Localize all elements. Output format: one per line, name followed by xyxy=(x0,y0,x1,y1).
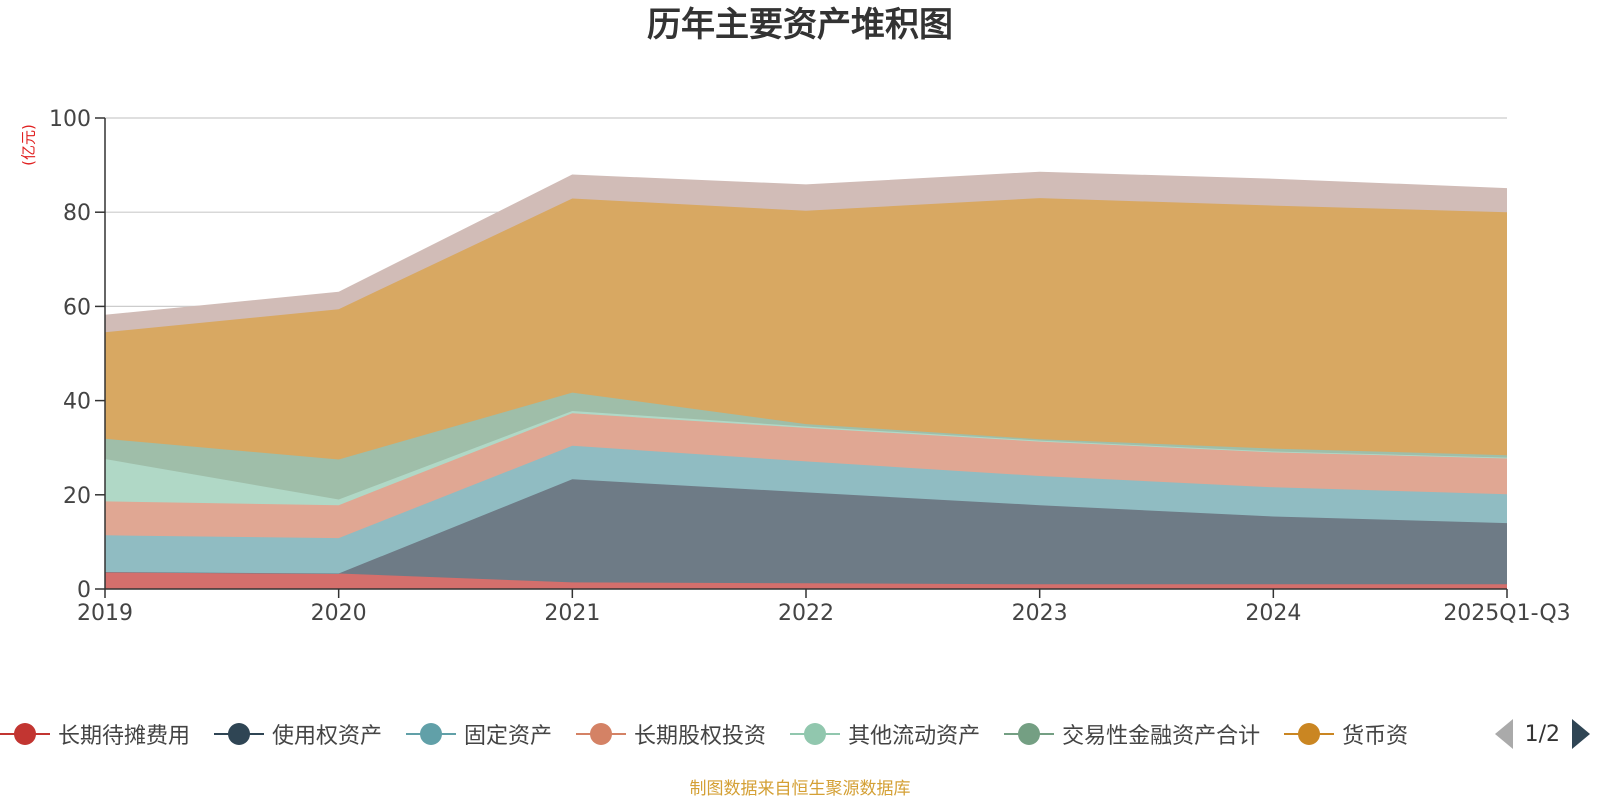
area-series-1[interactable] xyxy=(105,479,1507,585)
x-tick-label-6: 2025Q1-Q3 xyxy=(1443,601,1570,626)
x-tick-label-5: 2024 xyxy=(1245,601,1301,626)
area-series-7[interactable] xyxy=(105,172,1507,333)
legend-marker-icon xyxy=(790,719,841,749)
y-tick-label-0: 0 xyxy=(77,578,91,603)
axes: 0 20 40 60 80 100 2019 2020 2021 2022 2023 2024 2025… xyxy=(49,107,1571,626)
legend-item-4[interactable]: 其他流动资产 xyxy=(790,718,980,750)
legend-prev-page-icon[interactable] xyxy=(1494,719,1513,749)
legend-pager: 1/2 xyxy=(1472,714,1600,754)
legend-marker-icon xyxy=(1284,719,1335,749)
area-series-3[interactable] xyxy=(105,413,1507,539)
legend-item-0[interactable]: 长期待摊费用 xyxy=(0,718,190,750)
legend-marker-icon xyxy=(576,719,627,749)
legend-page-indicator: 1/2 xyxy=(1524,721,1560,747)
data-source-note: 制图数据来自恒生聚源数据库 xyxy=(689,779,911,799)
area-series-6[interactable] xyxy=(105,198,1507,460)
x-tick-label-4: 2023 xyxy=(1012,601,1068,626)
legend-label: 固定资产 xyxy=(464,724,553,749)
area-series-2[interactable] xyxy=(105,445,1507,574)
legend-label: 长期股权投资 xyxy=(634,724,767,749)
legend-label: 使用权资产 xyxy=(272,724,383,749)
x-tick-label-2: 2021 xyxy=(544,601,600,626)
legend-item-5[interactable]: 交易性金融资产合计 xyxy=(1004,718,1260,750)
legend-next-page-icon[interactable] xyxy=(1572,719,1590,749)
legend-label: 货币资 xyxy=(1342,724,1409,749)
chart-title: 历年主要资产堆积图 xyxy=(647,5,953,45)
y-tick-label-2: 40 xyxy=(63,390,91,415)
legend-item-3[interactable]: 长期股权投资 xyxy=(576,718,766,750)
legend-label: 其他流动资产 xyxy=(848,724,981,749)
x-tick-label-1: 2020 xyxy=(311,601,367,626)
y-tick-label-4: 80 xyxy=(63,201,91,226)
stacked-area-chart: 0 20 40 60 80 100 2019 2020 2021 2022 2023 2024 2025… xyxy=(49,107,1571,626)
area-edge-7 xyxy=(104,171,1508,316)
x-tick-label-0: 2019 xyxy=(77,601,133,626)
legend: 长期待摊费用 使用权资产 固定资产 长期股权投资 其他流动资产 交易性金融资产合计 货币资 xyxy=(0,714,1600,754)
area-series xyxy=(104,171,1508,589)
y-tick-label-3: 60 xyxy=(63,295,91,320)
area-series-4[interactable] xyxy=(105,411,1507,506)
y-tick-label-5: 100 xyxy=(49,107,91,132)
legend-label: 长期待摊费用 xyxy=(58,724,191,749)
legend-item-1[interactable]: 使用权资产 xyxy=(214,718,382,750)
legend-marker-icon xyxy=(214,719,265,749)
legend-item-6[interactable]: 货币资 xyxy=(1284,718,1408,750)
legend-item-2[interactable]: 固定资产 xyxy=(406,718,552,750)
y-tick-label-1: 20 xyxy=(63,484,91,509)
legend-label: 交易性金融资产合计 xyxy=(1062,724,1261,749)
legend-marker-icon xyxy=(1004,719,1055,749)
x-tick-label-3: 2022 xyxy=(778,601,834,626)
legend-marker-icon xyxy=(0,719,50,749)
legend-marker-icon xyxy=(406,719,457,749)
